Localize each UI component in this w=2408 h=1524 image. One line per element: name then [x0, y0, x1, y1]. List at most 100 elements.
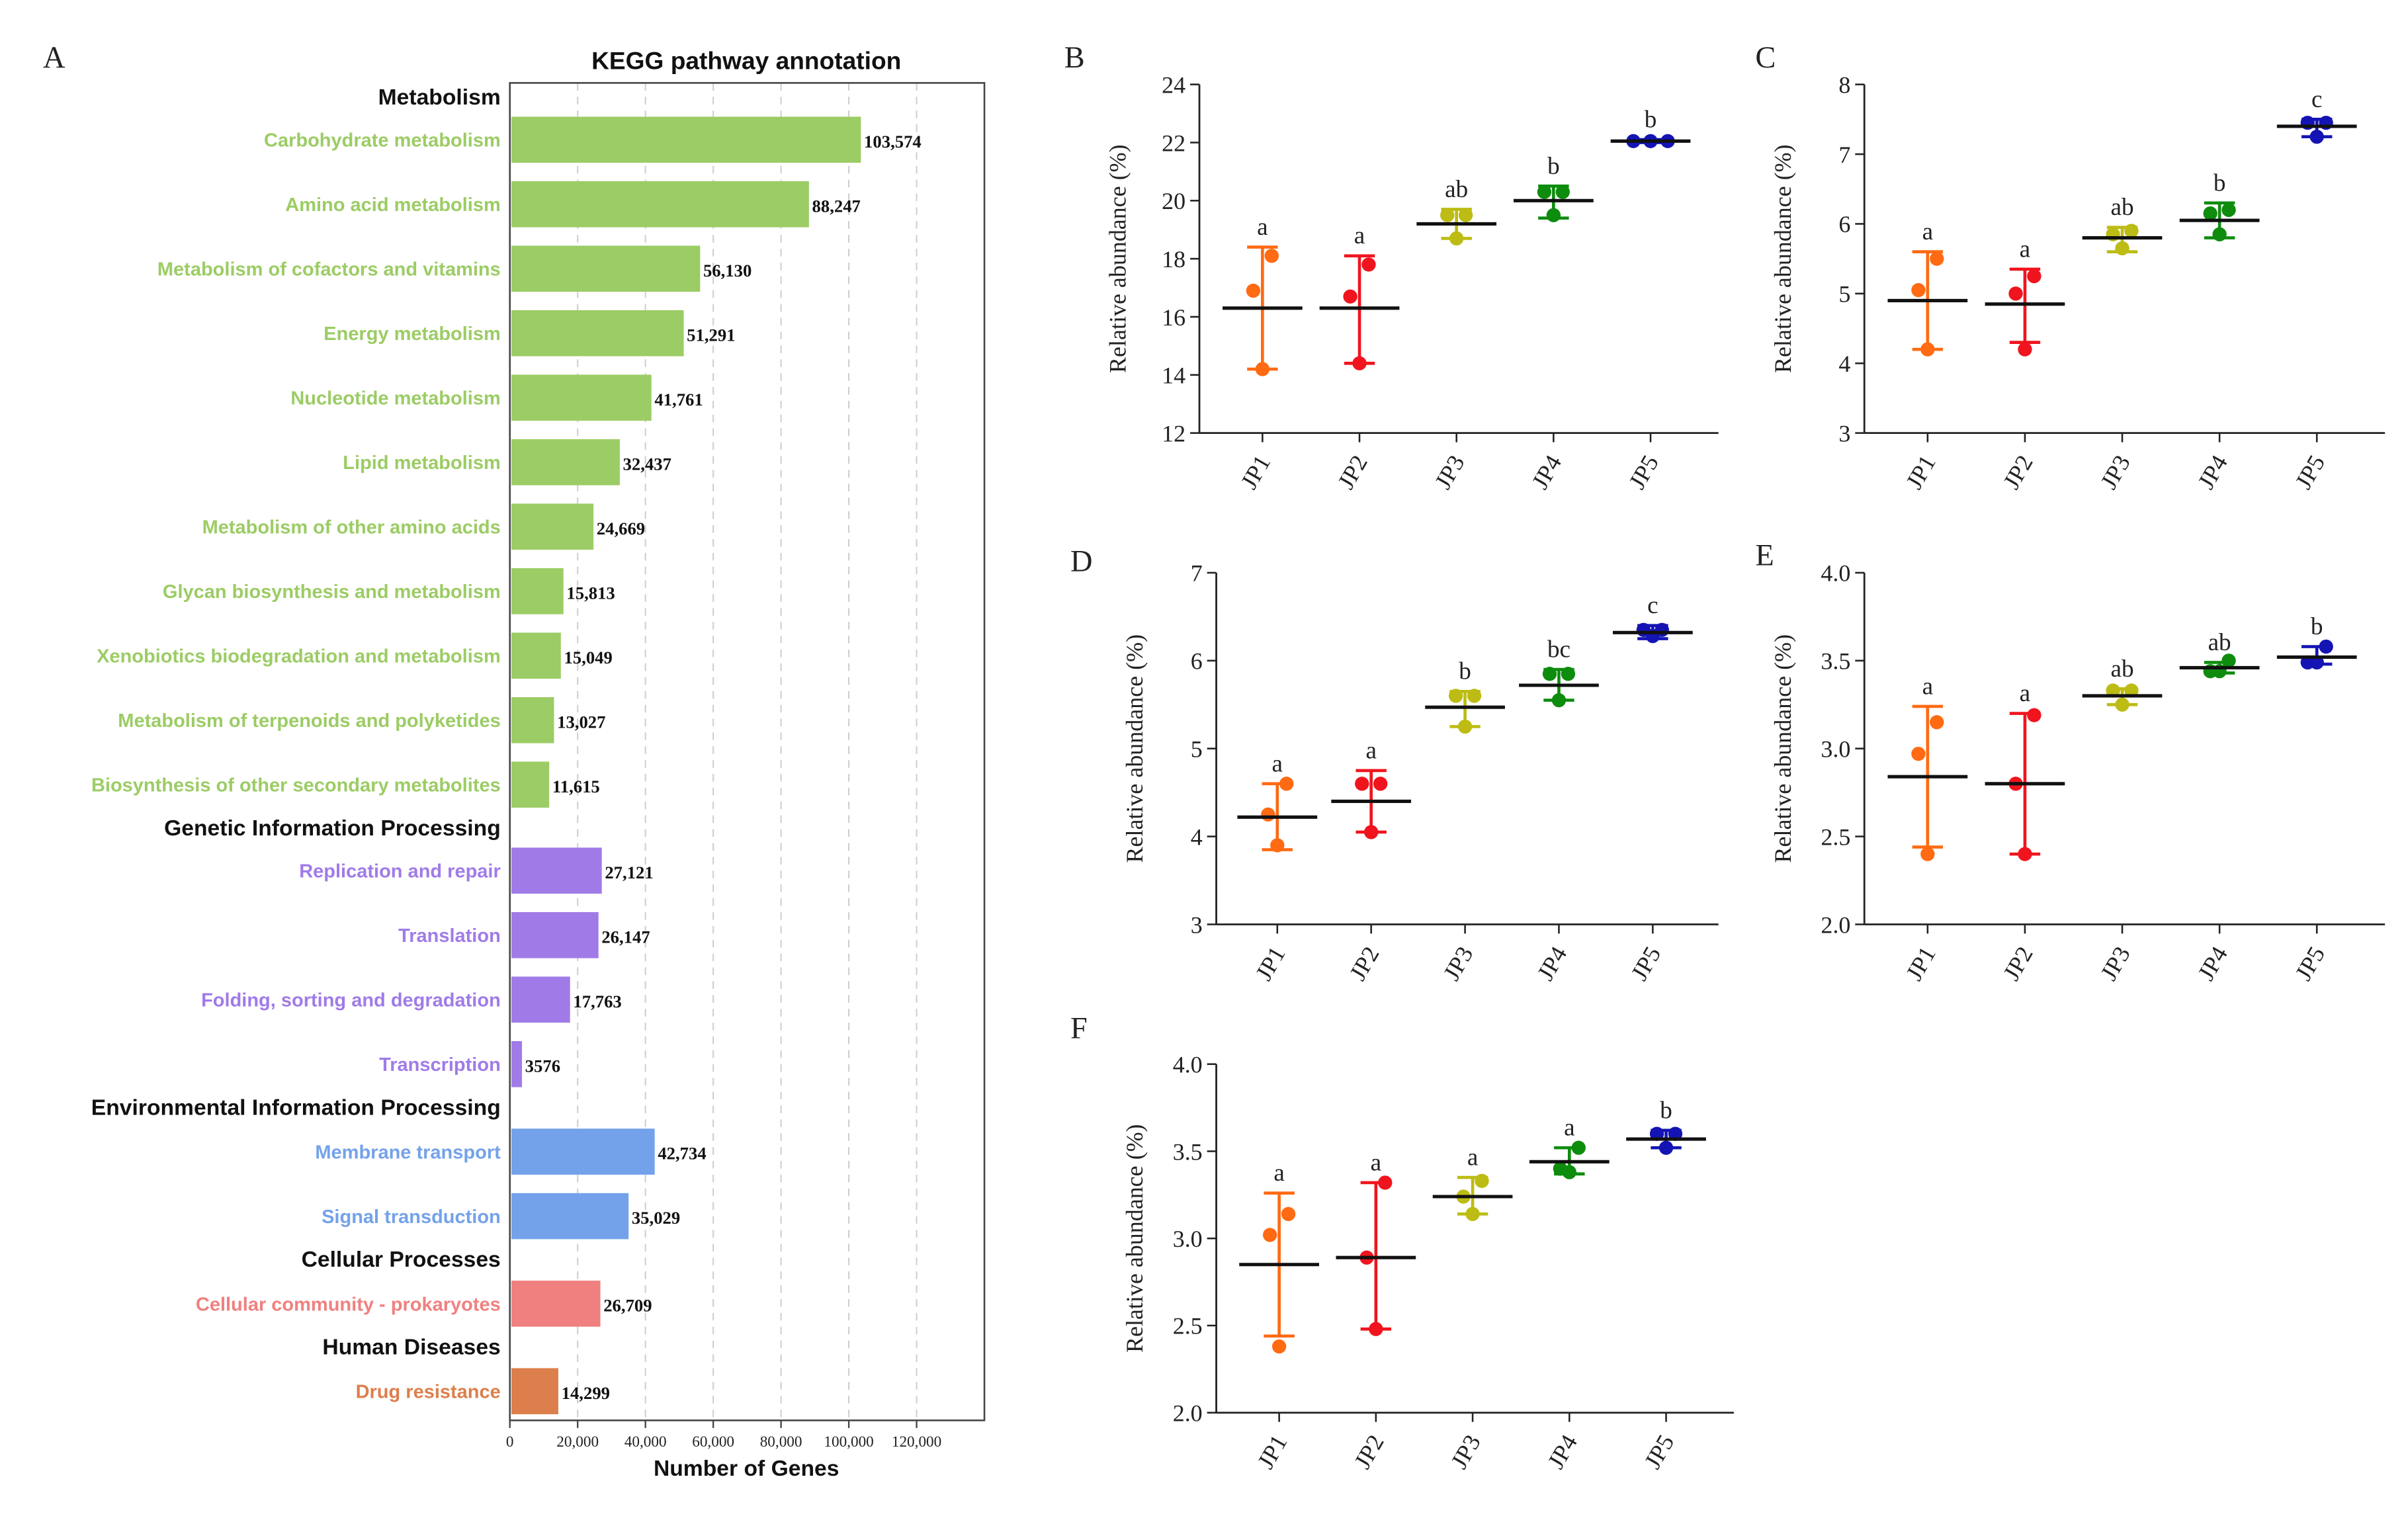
data-point	[1465, 1206, 1480, 1222]
value-label: 3576	[525, 1056, 560, 1076]
data-point	[2027, 708, 2042, 722]
bar-label: Metabolism of cofactors and vitamins	[157, 259, 501, 280]
significance-letter: a	[1273, 1160, 1284, 1187]
value-label: 88,247	[812, 196, 861, 216]
panel-label: D	[1070, 545, 1093, 579]
x-tick-label: 60,000	[692, 1433, 734, 1451]
data-point	[1264, 249, 1279, 263]
value-label: 15,049	[564, 648, 612, 667]
category-header: Environmental Information Processing	[91, 1095, 501, 1120]
data-point	[1378, 1175, 1393, 1190]
significance-letter: b	[1660, 1097, 1672, 1124]
bar	[511, 439, 620, 486]
data-point	[1546, 208, 1561, 222]
bar-label: Folding, sorting and degradation	[201, 990, 501, 1011]
bar	[511, 1193, 629, 1240]
x-axis-label: Number of Genes	[654, 1457, 839, 1481]
y-tick-label: 2.0	[1821, 911, 1850, 938]
x-tick-label: JP4	[1527, 450, 1567, 493]
y-tick-label: 12	[1162, 420, 1185, 446]
data-point	[2124, 224, 2139, 238]
bar	[511, 697, 554, 743]
panel-f-chart: F 2.0 2.5 3.0 3.5 4.0 Relative abundance (%) JP…	[1070, 1011, 1734, 1473]
x-tick-label: JP5	[2290, 450, 2330, 493]
data-point	[1555, 185, 1570, 199]
x-tick-label: JP4	[2192, 450, 2233, 493]
significance-letter: a	[1467, 1144, 1478, 1171]
significance-letter: ab	[2110, 194, 2133, 221]
bar-label: Metabolism of other amino acids	[202, 517, 501, 538]
x-tick-label: JP3	[2095, 942, 2135, 985]
bar-label: Biosynthesis of other secondary metaboli…	[91, 775, 501, 796]
y-axis-label: Relative abundance (%)	[1105, 144, 1131, 373]
x-tick-label: JP2	[1344, 942, 1385, 985]
y-tick-label: 4.0	[1173, 1052, 1203, 1078]
bar-label: Transcription	[379, 1054, 501, 1076]
significance-letter: a	[1564, 1115, 1574, 1142]
y-tick-label: 4.0	[1821, 560, 1850, 587]
x-tick-label: JP2	[1349, 1430, 1389, 1473]
data-point	[1246, 283, 1261, 298]
bar	[511, 503, 594, 550]
bar-label: Drug resistance	[356, 1382, 501, 1403]
data-point	[1920, 847, 1935, 861]
value-label: 103,574	[864, 132, 922, 151]
bar	[511, 761, 550, 808]
y-tick-label: 5	[1191, 736, 1203, 762]
data-point	[1551, 693, 1567, 708]
data-point	[2300, 655, 2315, 670]
data-point	[1571, 1140, 1586, 1155]
bar-label: Membrane transport	[315, 1142, 501, 1164]
panel-label: B	[1064, 41, 1085, 75]
data-point	[2124, 683, 2139, 698]
significance-letter: ab	[2208, 629, 2231, 656]
x-tick-label: JP1	[1236, 450, 1276, 493]
x-tick-label: JP5	[1623, 450, 1664, 493]
y-tick-label: 7	[1191, 560, 1203, 587]
x-tick-label: JP1	[1901, 942, 1941, 985]
data-point	[1448, 689, 1463, 703]
x-tick-label: JP3	[1445, 1430, 1486, 1473]
data-point	[1361, 257, 1376, 272]
data-point	[1355, 777, 1369, 791]
data-point	[1373, 777, 1388, 791]
significance-letter: b	[1459, 658, 1471, 685]
bar-label: Carbohydrate metabolism	[264, 130, 501, 151]
data-point	[1561, 667, 1576, 681]
data-point	[1930, 251, 1944, 266]
x-tick-label: 120,000	[892, 1433, 941, 1451]
bar	[511, 116, 861, 163]
data-point	[1467, 689, 1482, 703]
y-tick-label: 16	[1162, 304, 1185, 331]
data-point	[1440, 208, 1455, 222]
data-point	[1271, 1339, 1287, 1354]
value-label: 41,761	[654, 390, 703, 409]
y-axis-label: Relative abundance (%)	[1770, 634, 1796, 863]
value-label: 56,130	[703, 261, 752, 280]
y-tick-label: 6	[1838, 211, 1850, 237]
bar	[511, 1281, 601, 1327]
x-tick-label: JP5	[1639, 1430, 1680, 1473]
x-tick-label: JP2	[1998, 942, 2038, 985]
data-point	[1920, 342, 1935, 357]
x-tick-label: JP2	[1332, 450, 1373, 493]
value-label: 11,615	[552, 777, 600, 796]
x-tick-label: JP4	[1532, 942, 1572, 985]
panel-label: A	[43, 41, 65, 75]
data-point	[1343, 289, 1357, 304]
significance-letter: a	[1257, 214, 1268, 241]
bar-label: Amino acid metabolism	[285, 194, 501, 216]
data-point	[1270, 838, 1285, 853]
data-point	[1930, 715, 1944, 730]
category-header: Cellular Processes	[302, 1248, 501, 1272]
bar-label: Translation	[398, 925, 501, 947]
y-tick-label: 3.0	[1173, 1226, 1203, 1252]
data-point	[2115, 241, 2129, 256]
x-tick-label: 80,000	[760, 1433, 802, 1451]
significance-letter: b	[2214, 169, 2226, 196]
panel-c-chart: C 3 4 5 6 7 8 Relative abundance (%) JP1 JP2 JP3 JP…	[1755, 41, 2386, 493]
panel-d-chart: D 3 4 5 6 7 Relative abundance (%) JP1 JP2 JP3 JP4…	[1070, 545, 1719, 985]
y-tick-label: 18	[1162, 246, 1185, 273]
bar-label: Cellular community - prokaryotes	[196, 1294, 501, 1315]
